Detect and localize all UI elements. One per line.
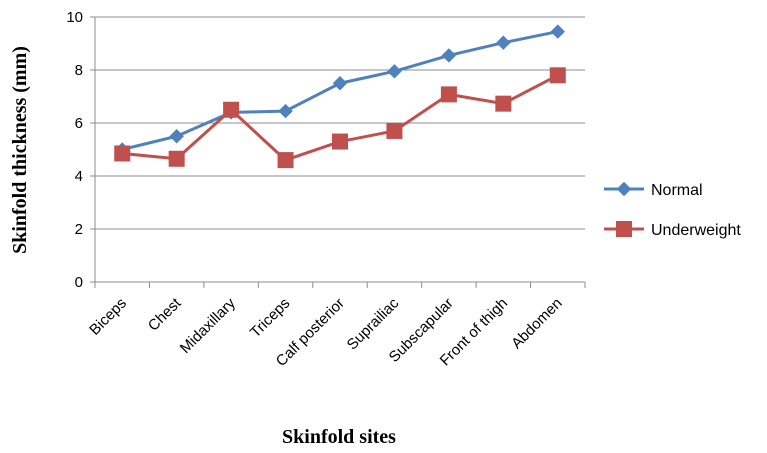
data-point [441,48,457,63]
data-point [387,64,402,79]
y-tick-label: 8 [75,62,83,79]
legend: Normal Underweight [604,181,741,239]
y-axis-title: Skinfold thickness (mm) [9,46,31,254]
y-tick-label: 10 [66,9,83,26]
x-tick-label: Biceps [86,295,130,339]
y-axis-ticks: 0 2 4 6 8 10 [66,9,95,291]
legend-label: Underweight [651,222,741,239]
data-point [223,101,240,118]
data-point [440,86,457,103]
gridlines [95,16,585,230]
series-line [121,30,559,151]
data-point [495,95,512,112]
x-tick-label: Midaxillary [177,294,239,356]
y-tick-label: 2 [75,221,83,238]
data-point [277,152,294,169]
legend-item: Normal [604,181,703,199]
data-point [332,133,348,150]
data-point [332,76,348,91]
x-tick-label: Chest [145,294,185,334]
data-point [549,67,566,84]
data-point [386,122,403,139]
x-axis-title: Skinfold sites [282,426,396,448]
x-tick-label: Triceps [247,295,293,341]
series-1 [114,67,566,169]
y-tick-label: 6 [75,115,83,132]
y-tick-label: 0 [75,274,83,291]
axes [94,17,585,283]
data-point [168,150,185,167]
data-point [550,24,565,39]
data-point [496,35,511,50]
legend-marker [616,221,632,237]
series-layer [114,24,566,169]
legend-label: Normal [651,182,703,199]
x-tick-label: Abdomen [508,295,565,352]
y-tick-label: 4 [75,168,83,185]
legend-marker [616,181,632,197]
data-point [114,145,131,162]
legend-item: Underweight [604,221,741,239]
data-point [278,103,293,119]
data-point [169,129,184,144]
